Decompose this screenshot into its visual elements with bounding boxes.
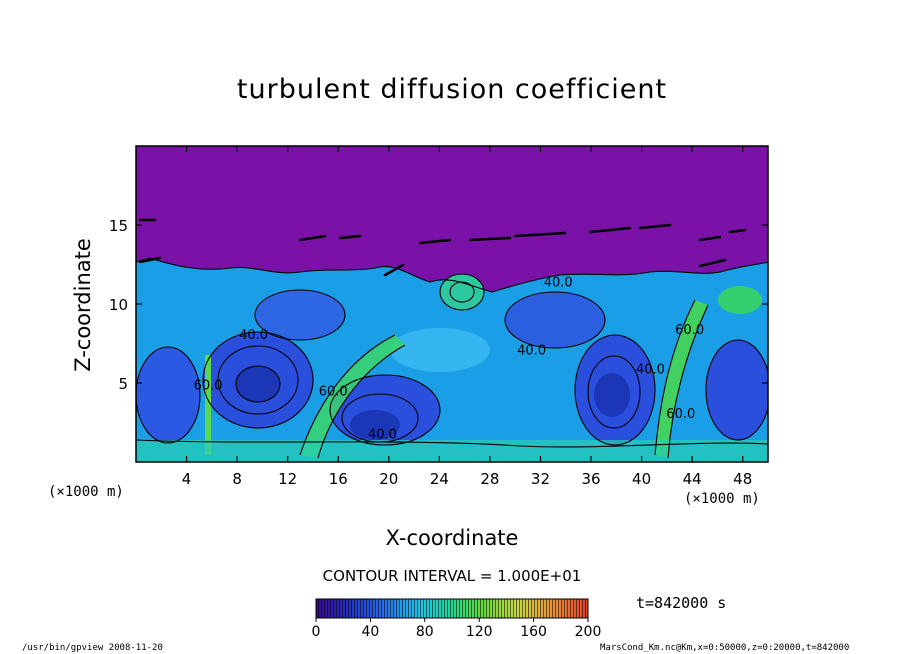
contour-label: 40.0	[636, 363, 665, 378]
time-label: t=842000 s	[636, 594, 727, 612]
cap-vortex-right	[718, 286, 762, 314]
heatmap-field: 40.0 60.0 60.0 40.0 40.0 40.0 40.0 60.0 60.0	[136, 146, 768, 462]
x-tick-label: 8	[232, 470, 242, 488]
x-tick-label: 48	[733, 470, 752, 488]
eddy-4-core	[350, 410, 400, 440]
x-unit-right: (×1000 m)	[684, 491, 760, 507]
eddy-2	[136, 347, 200, 443]
upper-fragments	[138, 218, 747, 277]
x-tick-label: 20	[379, 470, 398, 488]
contour-labels: 40.0 60.0 60.0 40.0 40.0 40.0 40.0 60.0 60.0	[194, 276, 705, 443]
contour-interval-label: CONTOUR INTERVAL = 1.000E+01	[322, 567, 582, 585]
contour-lines	[136, 257, 768, 459]
plume-green-1	[300, 335, 405, 458]
x-tick-label: 40	[632, 470, 651, 488]
cap-vortex	[440, 274, 484, 310]
eddy-6-core	[594, 373, 630, 417]
eddy-7	[706, 340, 768, 440]
footer-left: /usr/bin/gpview 2008-11-20	[22, 643, 163, 653]
x-tick-label: 16	[329, 470, 348, 488]
colorbar-frame	[315, 598, 589, 619]
x-tick-label: 44	[683, 470, 702, 488]
eddy-1-core	[236, 366, 280, 402]
contour-label: 40.0	[544, 276, 573, 291]
contour-label: 60.0	[319, 385, 348, 400]
chart-title: turbulent diffusion coefficient	[236, 74, 668, 105]
colorbar-tick-label: 200	[575, 624, 602, 640]
colorbar-level-lines	[316, 599, 588, 618]
contour-label: 40.0	[517, 344, 546, 359]
plume-green-3	[205, 355, 211, 455]
y-axis-ticks: 5 10 15	[109, 217, 768, 393]
x-tick-label: 24	[430, 470, 449, 488]
eddy-5	[505, 292, 605, 348]
contour-label: 60.0	[666, 407, 695, 422]
colorbar: 0 40 80 120 160 200	[312, 598, 602, 640]
contour-label: 60.0	[675, 323, 704, 338]
colorbar-tick-label: 40	[361, 624, 379, 640]
colorbar-tick-label: 80	[416, 624, 434, 640]
y-tick-label: 15	[109, 217, 128, 235]
contour-label: 40.0	[239, 328, 268, 343]
contour-label: 60.0	[194, 378, 223, 393]
x-tick-label: 4	[182, 470, 192, 488]
x-tick-label: 12	[278, 470, 297, 488]
y-tick-label: 10	[109, 296, 128, 314]
footer-right: MarsCond_Km.nc@Km,x=0:50000,z=0:20000,t=…	[600, 643, 850, 653]
colorbar-tick-label: 160	[520, 624, 547, 640]
eddy-3	[255, 290, 345, 340]
x-axis-label: X-coordinate	[385, 526, 519, 550]
colorbar-tick-label: 120	[466, 624, 493, 640]
x-tick-label: 32	[531, 470, 550, 488]
colorbar-ticks: 0 40 80 120 160 200	[312, 618, 602, 640]
x-axis-ticks: 4 8 12 16 20 24 28 32 36 40 44 48	[182, 146, 752, 488]
x-unit-left: (×1000 m)	[48, 484, 124, 500]
contour-label: 40.0	[368, 427, 397, 442]
x-tick-label: 36	[581, 470, 600, 488]
plume-light	[390, 328, 490, 372]
x-tick-label: 28	[480, 470, 499, 488]
plume-green-2	[655, 300, 708, 458]
y-tick-label: 5	[118, 375, 128, 393]
surface-layer	[136, 440, 768, 462]
colorbar-tick-label: 0	[312, 624, 321, 640]
